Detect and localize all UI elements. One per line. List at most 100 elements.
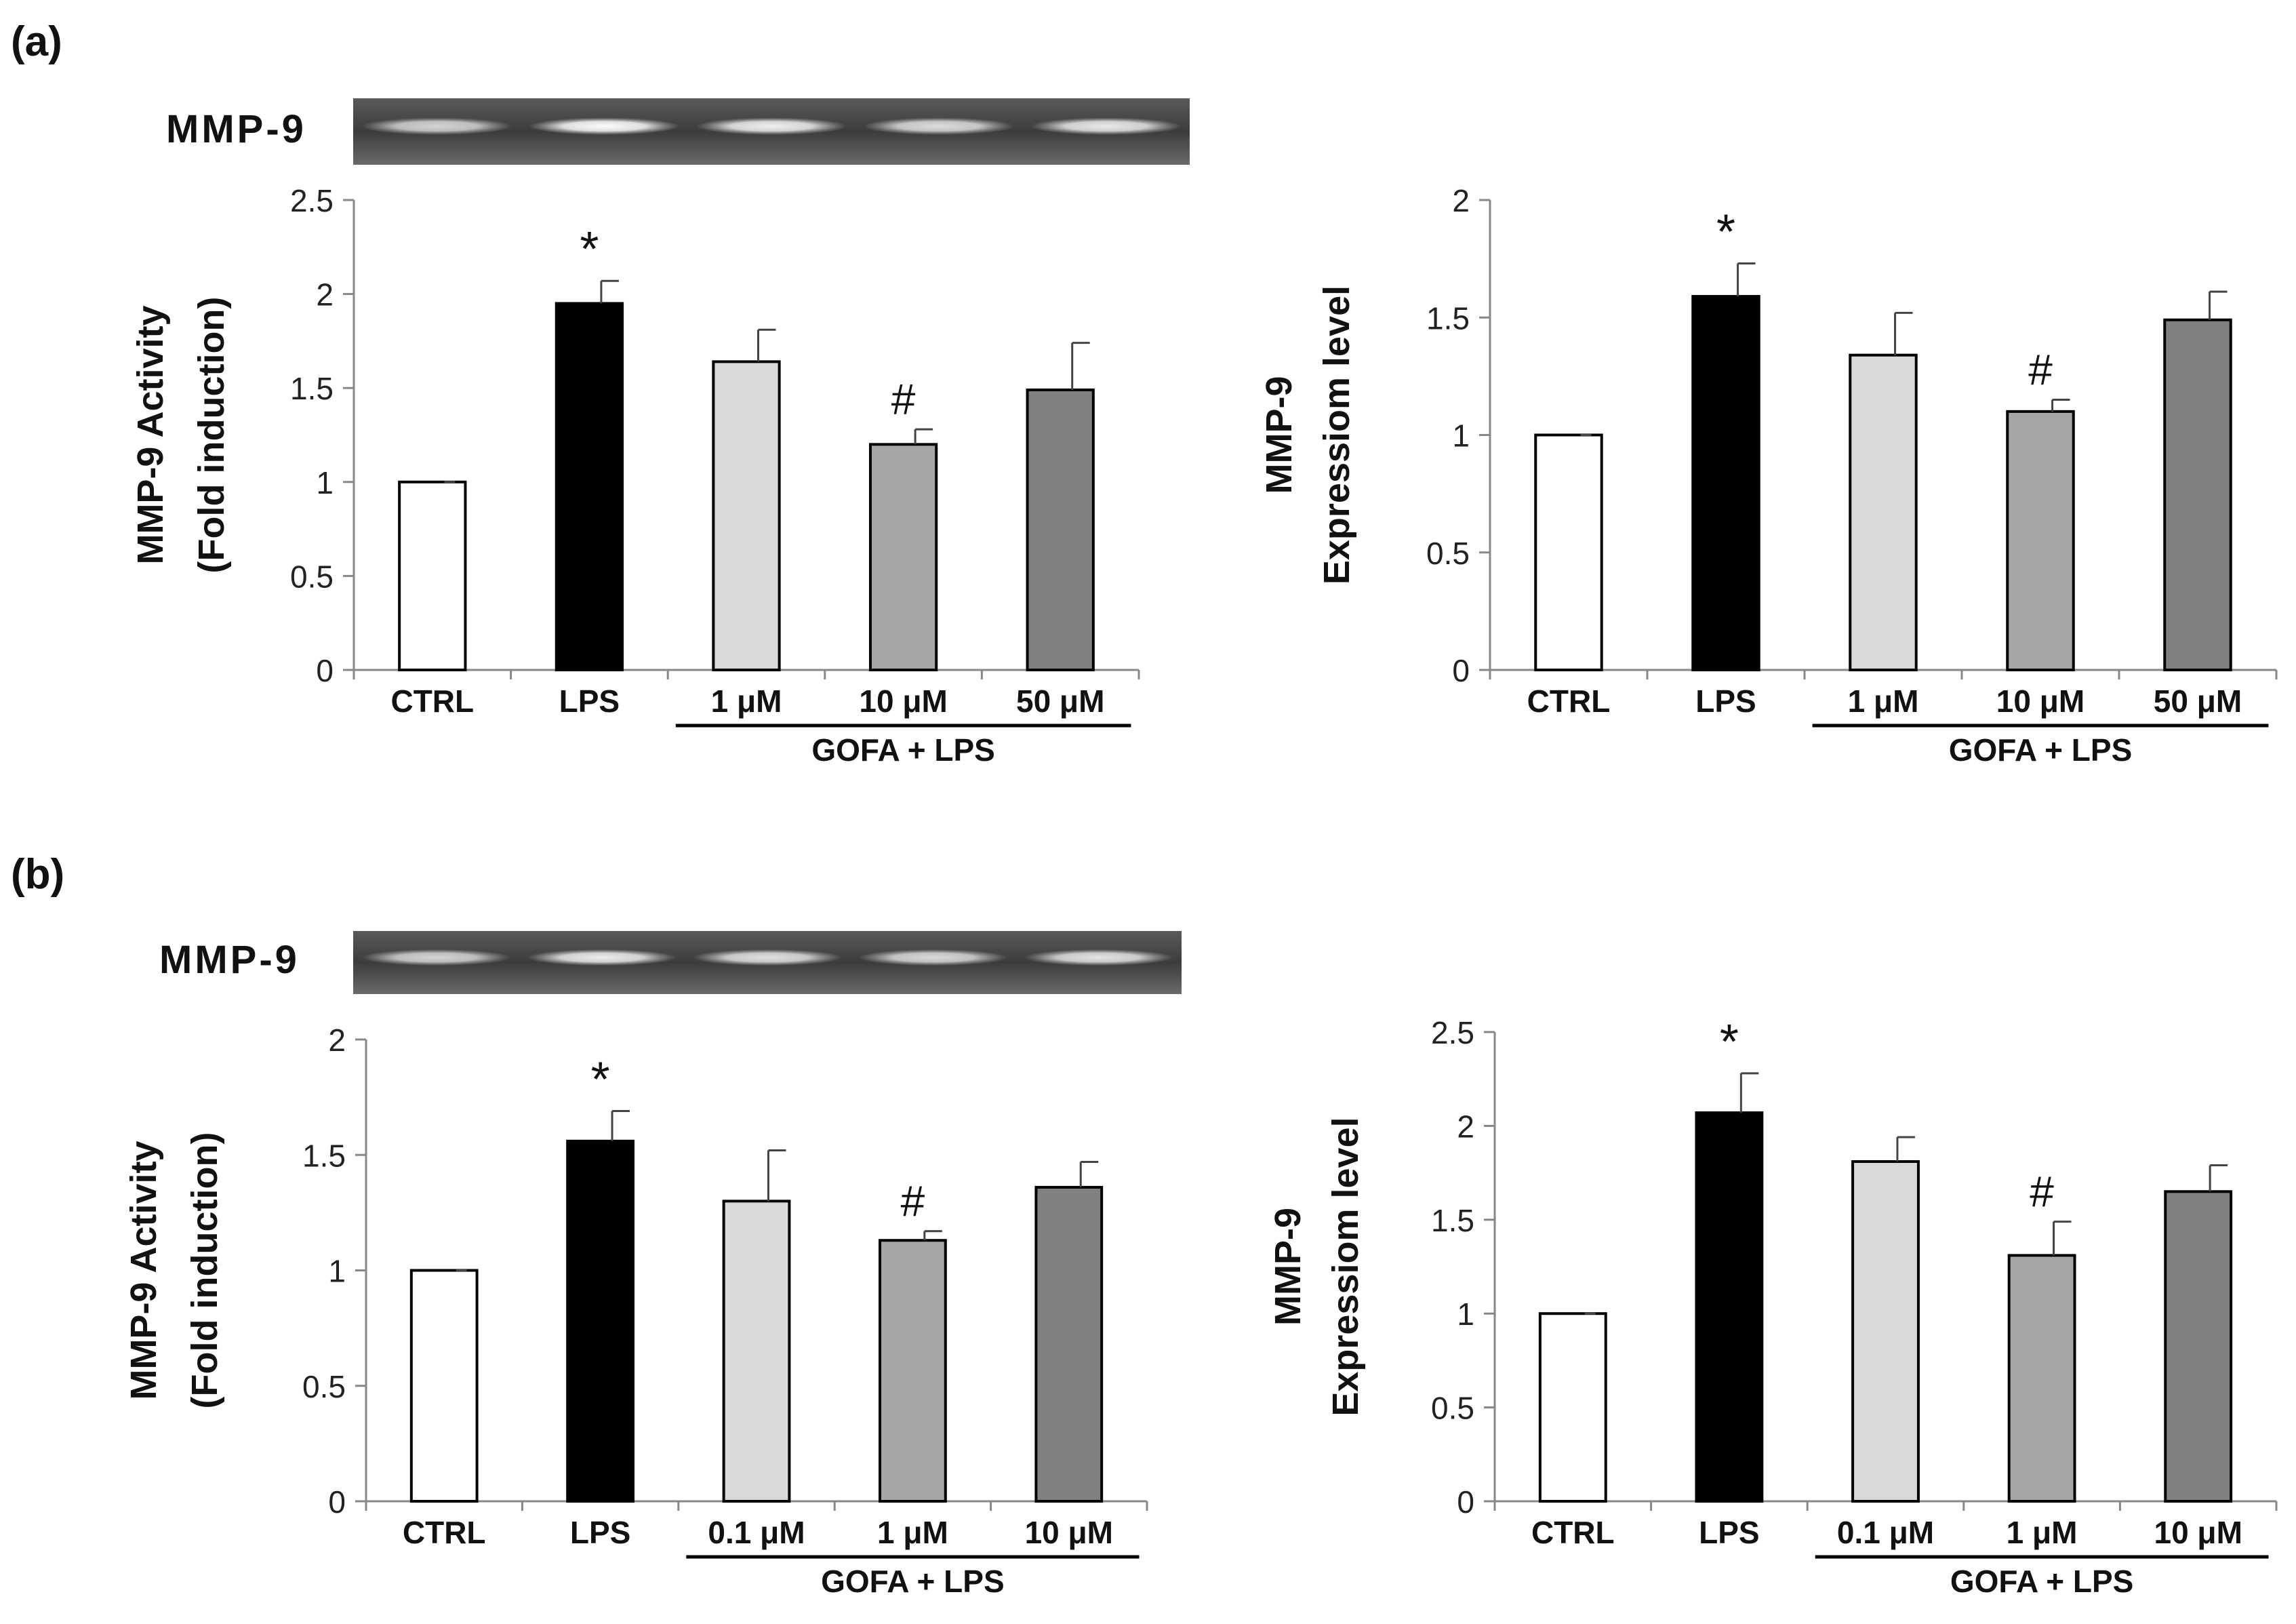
y-tick-label: 0 [1457, 1484, 1474, 1520]
group-label: GOFA + LPS [821, 1564, 1005, 1599]
x-tick-label: 0.1 μM [1837, 1515, 1934, 1550]
significance-mark: # [891, 375, 916, 424]
significance-mark: * [1720, 1015, 1739, 1069]
gel-band [1030, 117, 1182, 135]
gel-band [361, 117, 512, 135]
gel-band [1024, 949, 1173, 966]
y-tick-label: 0.5 [1426, 536, 1470, 571]
bar-1 [1538, 1312, 1607, 1503]
bar-4 [2006, 410, 2075, 671]
x-tick-label: LPS [1699, 1515, 1759, 1550]
gel-band [693, 949, 842, 966]
significance-mark: # [901, 1177, 925, 1226]
bar-5 [1026, 388, 1095, 671]
gel-band [527, 949, 677, 966]
y-axis-label-line2: Expressiom level [1325, 1117, 1366, 1416]
bar-chart-4: 0 0.5 1 1.5 2 2.5 CTRL * LPS 0.1 μM #1 μM 10 μM GOFA… [1268, 1015, 2278, 1599]
gel-band [863, 117, 1014, 135]
bar-4 [868, 443, 938, 671]
bar-3 [722, 1200, 791, 1503]
x-tick-label: 1 μM [877, 1515, 948, 1550]
y-tick-label: 0 [316, 653, 334, 688]
bar-4 [879, 1239, 947, 1503]
gel-band [858, 949, 1008, 966]
bar-4 [2007, 1254, 2076, 1503]
bar-3 [1851, 1160, 1920, 1503]
x-tick-label: LPS [570, 1515, 630, 1550]
x-tick-label: CTRL [1531, 1515, 1615, 1550]
y-tick-label: 2.5 [1431, 1015, 1474, 1050]
x-tick-label: 1 μM [711, 684, 782, 719]
bar-2 [1691, 295, 1760, 671]
y-tick-label: 0.5 [302, 1369, 346, 1404]
bar-2 [555, 302, 624, 671]
y-axis-label-line2: Expressiom level [1316, 285, 1357, 585]
y-axis-label-line1: MMP-9 [1268, 1208, 1308, 1326]
x-tick-label: LPS [1695, 684, 1756, 719]
y-axis-label-line2: (Fold induction) [191, 297, 232, 574]
gel-image [353, 98, 1190, 165]
y-tick-label: 1 [1452, 418, 1470, 454]
bar-chart-2: 0 0.5 1 1.5 2 CTRL * LPS 1 μM #10 μM 50 μM GOFA + L… [1259, 183, 2278, 768]
y-tick-label: 2 [1457, 1109, 1474, 1144]
x-tick-label: CTRL [390, 684, 474, 719]
y-tick-label: 1 [1457, 1296, 1474, 1332]
significance-mark: * [591, 1053, 610, 1107]
significance-mark: * [580, 222, 599, 277]
x-tick-label: 1 μM [2007, 1515, 2078, 1550]
x-tick-label: CTRL [1527, 684, 1611, 719]
y-tick-label: 0.5 [1431, 1391, 1474, 1426]
x-tick-label: 10 μM [1996, 684, 2084, 719]
y-tick-label: 2 [328, 1023, 346, 1058]
panel-label-a: (a) [11, 18, 62, 65]
y-tick-label: 2 [316, 277, 334, 313]
y-tick-label: 1 [328, 1254, 346, 1289]
panel-label-b: (b) [11, 851, 65, 898]
y-tick-label: 0.5 [290, 559, 334, 594]
y-tick-label: 1.5 [1426, 300, 1470, 336]
y-tick-label: 2 [1452, 183, 1470, 218]
y-tick-label: 1.5 [1431, 1203, 1474, 1238]
y-axis-label-line1: MMP-9 Activity [123, 1141, 164, 1400]
y-tick-label: 0 [328, 1484, 346, 1520]
bar-2 [1695, 1111, 1764, 1503]
significance-mark: # [2028, 346, 2053, 395]
x-tick-label: 1 μM [1848, 684, 1919, 719]
bar-5 [1034, 1185, 1104, 1503]
bar-3 [1849, 353, 1918, 671]
gel-band [529, 117, 680, 135]
y-axis-label-line1: MMP-9 Activity [130, 305, 171, 564]
group-label: GOFA + LPS [811, 732, 995, 768]
gel-band [361, 949, 511, 966]
y-tick-label: 0 [1452, 653, 1470, 688]
significance-mark: * [1716, 205, 1735, 260]
bar-1 [409, 1269, 479, 1503]
x-tick-label: 10 μM [2154, 1515, 2242, 1550]
gel-label: MMP-9 [159, 938, 300, 982]
y-tick-label: 2.5 [290, 183, 334, 218]
group-label: GOFA + LPS [1949, 732, 2133, 768]
bar-chart-3: 0 0.5 1 1.5 2 CTRL * LPS 0.1 μM #1 μM 10 μM GOFA + … [123, 1023, 1148, 1599]
gel-band [696, 117, 847, 135]
bar-3 [712, 360, 781, 672]
x-tick-label: 10 μM [859, 684, 947, 719]
bar-2 [566, 1139, 635, 1503]
charts-root: 0 0.5 1 1.5 2 2.5 CTRL * LPS 1 μM #10 μM 50 μM GOFA … [123, 98, 2278, 1599]
gel-image [353, 931, 1182, 994]
bar-1 [398, 480, 467, 671]
x-tick-label: CTRL [403, 1515, 486, 1550]
y-axis-label-line1: MMP-9 [1259, 376, 1300, 494]
y-tick-label: 1.5 [290, 371, 334, 406]
group-label: GOFA + LPS [1950, 1564, 2134, 1599]
bar-chart-1: 0 0.5 1 1.5 2 2.5 CTRL * LPS 1 μM #10 μM 50 μM GOFA … [130, 183, 1140, 768]
y-tick-label: 1.5 [302, 1138, 346, 1173]
x-tick-label: 50 μM [2154, 684, 2242, 719]
x-tick-label: 0.1 μM [708, 1515, 805, 1550]
x-tick-label: 50 μM [1016, 684, 1104, 719]
y-axis-label-line2: (Fold induction) [184, 1132, 225, 1409]
y-tick-label: 1 [316, 465, 334, 500]
bar-5 [2164, 1190, 2233, 1503]
x-tick-label: LPS [559, 684, 620, 719]
bar-5 [2163, 318, 2232, 671]
